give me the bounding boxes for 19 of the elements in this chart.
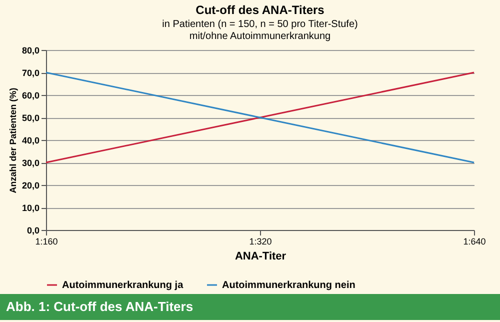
y-tick-label: 30,0 xyxy=(22,158,40,168)
y-tick-label: 20,0 xyxy=(22,180,40,190)
y-tick-label: 50,0 xyxy=(22,113,40,123)
caption: Abb. 1: Cut-off des ANA-Titers xyxy=(0,294,500,320)
x-tick-label: 1:640 xyxy=(463,236,486,246)
y-tick-label: 60,0 xyxy=(22,90,40,100)
y-tick-label: 10,0 xyxy=(22,203,40,213)
y-axis-title: Anzahl der Patienten (%) xyxy=(8,88,18,194)
chart-title: Cut-off des ANA-Titers xyxy=(196,3,325,17)
x-tick-label: 1:320 xyxy=(249,236,272,246)
y-tick-label: 0,0 xyxy=(26,226,40,236)
y-tick-label: 70,0 xyxy=(22,68,40,78)
legend-label: Autoimmunerkrankung nein xyxy=(222,280,356,291)
y-tick-label: 40,0 xyxy=(22,136,40,146)
x-axis-title: ANA-Titer xyxy=(234,250,287,262)
legend-label: Autoimmunerkrankung ja xyxy=(62,280,184,291)
x-tick-label: 1:160 xyxy=(35,236,58,246)
chart-subtitle: in Patienten (n = 150, n = 50 pro Titer-Stufe) mit/ohne Autoimmunerkrankung xyxy=(162,19,358,42)
y-tick-label: 80,0 xyxy=(22,46,40,56)
